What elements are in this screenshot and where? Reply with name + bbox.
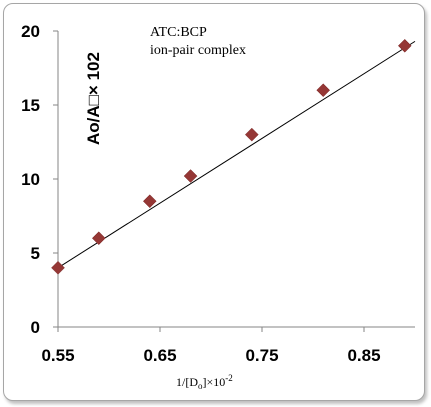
y-tick-label: 20: [21, 22, 40, 41]
annotation-line-1: ATC:BCP: [150, 25, 207, 40]
data-point-diamond: [244, 127, 259, 142]
trendline: [57, 40, 416, 269]
y-tick-labels: 0 5 10 15 20: [21, 22, 40, 337]
x-tick-label: 0.85: [347, 346, 380, 365]
axes: [53, 30, 415, 332]
data-point-diamond: [397, 38, 412, 53]
y-tick-label: 5: [31, 244, 40, 263]
y-axis-label: Ao/A□× 102: [84, 52, 103, 145]
data-points: [51, 38, 412, 275]
x-axis-label: 1/[Do]×10-2: [176, 373, 233, 391]
trendline-path: [57, 40, 416, 269]
x-tick-labels: 0.55 0.65 0.75 0.85: [41, 346, 380, 365]
data-point-diamond: [316, 83, 331, 98]
x-tick-label: 0.65: [143, 346, 176, 365]
y-tick-label: 15: [21, 96, 40, 115]
x-tick-label: 0.55: [41, 346, 74, 365]
x-axis-label-sup: -2: [225, 373, 233, 383]
data-point-diamond: [183, 169, 198, 183]
data-point-diamond: [91, 231, 106, 246]
x-axis-label-end: ]×10: [203, 375, 226, 389]
x-tick-label: 0.75: [245, 346, 278, 365]
x-axis-label-main: 1/[D: [176, 375, 198, 389]
y-tick-label: 0: [31, 318, 40, 337]
chart-frame: [3, 3, 425, 401]
data-point-diamond: [51, 260, 65, 275]
y-tick-label: 10: [21, 170, 40, 189]
x-axis-label-sub: o: [198, 381, 203, 391]
annotation-line-2: ion-pair complex: [150, 43, 246, 58]
data-point-diamond: [142, 194, 157, 209]
